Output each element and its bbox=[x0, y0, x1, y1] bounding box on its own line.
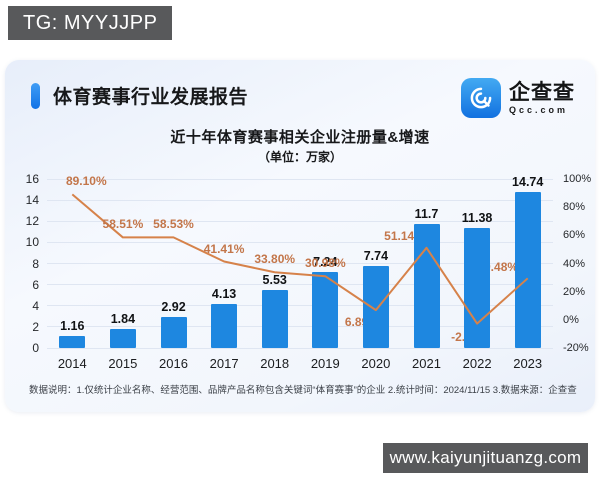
growth-rate-label: 30.98% bbox=[304, 256, 346, 271]
x-axis-tick: 2023 bbox=[513, 356, 543, 371]
chart-subtitle: （单位：万家） bbox=[257, 150, 342, 164]
growth-rate-label: 58.53% bbox=[153, 217, 194, 232]
x-axis-tick: 2020 bbox=[361, 356, 391, 371]
x-axis-tick: 2017 bbox=[209, 356, 239, 371]
bar-value-label: 4.13 bbox=[211, 287, 237, 302]
bar-2020 bbox=[362, 266, 389, 348]
y-axis-left-tick: 0 bbox=[32, 341, 39, 355]
qcc-spiral-icon bbox=[461, 78, 501, 118]
y-axis-left-tick: 12 bbox=[25, 214, 39, 229]
growth-rate-label: 58.51% bbox=[102, 217, 144, 232]
bar-value-label: 1.16 bbox=[60, 318, 85, 333]
chart-title: 近十年体育赛事相关企业注册量&增速 bbox=[170, 129, 430, 146]
growth-rate-label: 89.10% bbox=[65, 174, 107, 189]
growth-line bbox=[71, 193, 529, 325]
gridline bbox=[47, 263, 553, 264]
y-axis-right-tick: 40% bbox=[563, 257, 586, 270]
x-axis-tick: 2018 bbox=[260, 356, 290, 371]
y-axis-left-tick: 10 bbox=[25, 235, 39, 250]
bar-value-label: 11.38 bbox=[461, 210, 493, 225]
bar-value-label: 2.92 bbox=[161, 300, 186, 315]
bar-value-label: 7.24 bbox=[313, 254, 338, 269]
bar-value-label: 14.74 bbox=[512, 175, 544, 190]
y-axis-right-tick: 80% bbox=[563, 201, 586, 214]
y-axis-left-tick: 16 bbox=[25, 172, 39, 186]
gridline bbox=[47, 220, 553, 222]
y-axis-right-tick: 0% bbox=[563, 313, 579, 326]
report-title: 体育赛事行业发展报告 bbox=[53, 87, 249, 108]
bar-2016 bbox=[160, 317, 187, 348]
gridline bbox=[47, 241, 553, 243]
x-axis-tick: 2015 bbox=[108, 356, 138, 371]
y-axis-left-tick: 8 bbox=[32, 256, 39, 271]
card-header: 体育赛事行业发展报告 企查查 Qcc.com bbox=[31, 78, 575, 118]
bar-2022 bbox=[464, 227, 491, 348]
y-axis-right-tick: -20% bbox=[563, 342, 589, 354]
y-axis-right-tick: 100% bbox=[563, 173, 592, 185]
qcc-logo-name: 企查查 bbox=[509, 80, 575, 104]
bar-2014 bbox=[59, 335, 86, 348]
bar-value-label: 11.7 bbox=[414, 207, 439, 222]
gridline bbox=[47, 305, 553, 307]
x-axis-tick: 2016 bbox=[159, 356, 188, 371]
bar-2021 bbox=[413, 224, 440, 348]
y-axis-left-tick: 14 bbox=[25, 193, 39, 208]
x-axis-tick: 2014 bbox=[57, 356, 87, 371]
bar-2018 bbox=[261, 289, 288, 348]
chart-plot: 0 2 4 6 8 10 12 14 16 100% 80% 60% 40% 20% 0% -20% 2014 2… bbox=[26, 172, 592, 371]
watermark: www.kaiyunjituanzg.com bbox=[383, 443, 588, 473]
tg-badge: TG: MYYJJPP bbox=[8, 6, 173, 40]
gridline bbox=[47, 284, 553, 286]
growth-rate-label: 33.80% bbox=[254, 252, 296, 267]
bar-2017 bbox=[211, 304, 238, 348]
bar-2019 bbox=[312, 271, 339, 348]
bar-value-label: 1.84 bbox=[110, 311, 136, 326]
bar-2023 bbox=[514, 192, 541, 348]
growth-rate-label: 41.41% bbox=[203, 241, 245, 256]
bar-value-label: 7.74 bbox=[363, 249, 389, 264]
bar-2015 bbox=[109, 328, 136, 348]
x-axis-tick: 2021 bbox=[412, 356, 441, 371]
qcc-logo: 企查查 Qcc.com bbox=[461, 78, 575, 118]
x-axis-tick: 2022 bbox=[462, 356, 492, 371]
gridline bbox=[47, 199, 553, 201]
y-axis-right-tick: 60% bbox=[563, 229, 586, 242]
gridline bbox=[47, 347, 553, 349]
y-axis-left-tick: 6 bbox=[32, 277, 39, 292]
accent-bar bbox=[31, 82, 40, 109]
qcc-logo-domain: Qcc.com bbox=[509, 104, 569, 115]
bar-value-label: 5.53 bbox=[262, 272, 287, 287]
y-axis-left-tick: 2 bbox=[32, 319, 39, 334]
y-axis-right-tick: 20% bbox=[563, 285, 586, 298]
data-note: 数据说明：1.仅统计企业名称、经营范围、品牌产品名称包含关键词“体育赛事”的企业… bbox=[29, 385, 577, 396]
gridline bbox=[47, 178, 553, 180]
x-axis-tick: 2019 bbox=[310, 356, 340, 371]
y-axis-left-tick: 4 bbox=[32, 298, 39, 313]
gridline bbox=[47, 326, 553, 328]
qcc-logo-text: 企查查 Qcc.com bbox=[509, 82, 575, 115]
report-card: 体育赛事行业发展报告 企查查 Qcc.com 近十年体育赛事相关企业注册量&增速… bbox=[5, 60, 595, 412]
